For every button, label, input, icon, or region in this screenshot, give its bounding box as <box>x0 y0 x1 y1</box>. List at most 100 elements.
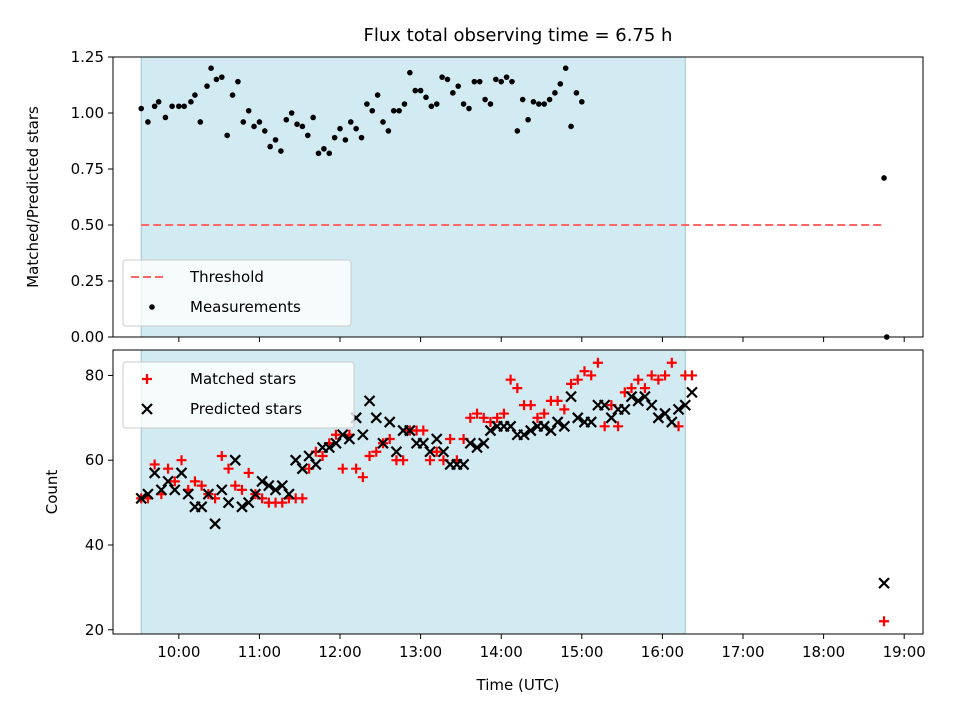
data-point <box>169 476 180 487</box>
data-point <box>562 65 569 71</box>
legend-marker <box>141 403 153 415</box>
data-point <box>283 488 295 500</box>
data-point <box>482 96 488 103</box>
data-point <box>299 123 306 130</box>
data-point <box>222 496 235 509</box>
data-point <box>263 479 275 492</box>
data-point <box>363 395 376 407</box>
data-point <box>679 399 692 411</box>
data-point <box>579 99 585 105</box>
data-point <box>484 424 497 437</box>
y-tick-label: 0.25 <box>71 272 104 290</box>
data-point <box>566 378 577 389</box>
data-point <box>599 421 610 432</box>
data-point <box>155 99 162 105</box>
data-point <box>471 441 483 454</box>
legend-label: Matched stars <box>190 370 296 388</box>
data-point <box>401 101 408 107</box>
data-point <box>417 87 424 94</box>
data-point <box>613 421 624 432</box>
data-point <box>878 577 890 589</box>
data-point <box>276 479 289 492</box>
data-point <box>514 128 521 134</box>
data-point <box>879 616 890 627</box>
data-point <box>571 412 584 424</box>
data-point <box>176 103 182 110</box>
data-point <box>162 114 169 121</box>
data-point <box>538 420 550 433</box>
data-point <box>385 128 392 134</box>
data-point <box>592 357 603 368</box>
legend-marker <box>142 374 152 384</box>
data-point <box>364 450 375 461</box>
legend-label: Predicted stars <box>190 400 302 418</box>
data-point <box>455 83 462 89</box>
data-point <box>585 416 597 428</box>
data-point <box>541 101 547 107</box>
legend-box <box>122 361 355 429</box>
data-point <box>243 467 254 478</box>
axes-frame <box>112 349 924 635</box>
x-tick-label: 14:00 <box>480 643 523 661</box>
x-tick-label: 10:00 <box>157 643 200 661</box>
data-point <box>202 488 215 500</box>
legend: Matched stars Predicted stars <box>122 361 355 429</box>
data-point <box>383 416 396 428</box>
data-point <box>353 125 359 132</box>
data-point <box>552 395 563 406</box>
data-point <box>457 458 470 471</box>
data-point <box>512 383 523 394</box>
data-point <box>249 488 262 500</box>
data-point <box>269 484 282 496</box>
data-point <box>652 412 665 424</box>
data-point <box>278 148 284 154</box>
data-point <box>358 134 365 141</box>
data-point <box>267 143 273 150</box>
data-point <box>653 374 664 385</box>
data-point <box>289 454 302 466</box>
data-point <box>303 450 315 462</box>
data-point <box>525 116 531 123</box>
data-point <box>466 105 472 112</box>
data-point <box>519 96 526 103</box>
data-point <box>498 78 505 85</box>
data-point <box>272 137 279 143</box>
data-point <box>525 400 536 411</box>
data-point <box>148 467 161 479</box>
data-point <box>423 94 429 101</box>
data-point <box>639 390 651 403</box>
data-point <box>223 463 234 474</box>
data-point <box>487 101 494 107</box>
data-point <box>189 476 200 487</box>
data-point <box>509 78 515 85</box>
data-point <box>465 412 476 423</box>
data-point <box>477 437 490 450</box>
data-point <box>304 132 311 139</box>
data-point <box>546 96 553 103</box>
data-point <box>149 459 160 470</box>
data-point <box>505 374 516 385</box>
data-point <box>197 119 204 125</box>
data-point <box>407 69 413 76</box>
data-point <box>478 412 489 423</box>
data-point <box>219 74 225 80</box>
data-point <box>145 119 151 125</box>
data-point <box>236 501 248 513</box>
data-point <box>686 370 697 381</box>
x-tick-label: 16:00 <box>641 643 684 661</box>
data-point <box>364 101 370 107</box>
data-point <box>472 408 483 419</box>
legend-marker <box>149 304 155 310</box>
y-tick-label: 0.75 <box>71 160 104 178</box>
data-point <box>297 493 308 504</box>
data-point <box>216 450 227 461</box>
data-point <box>425 455 436 466</box>
data-point <box>645 399 658 411</box>
data-point <box>229 454 242 466</box>
data-point <box>476 78 483 85</box>
legend-box <box>122 259 352 327</box>
y-tick-label: 0.00 <box>71 328 104 346</box>
data-point <box>315 150 322 157</box>
data-point <box>323 441 336 454</box>
data-point <box>539 408 550 419</box>
